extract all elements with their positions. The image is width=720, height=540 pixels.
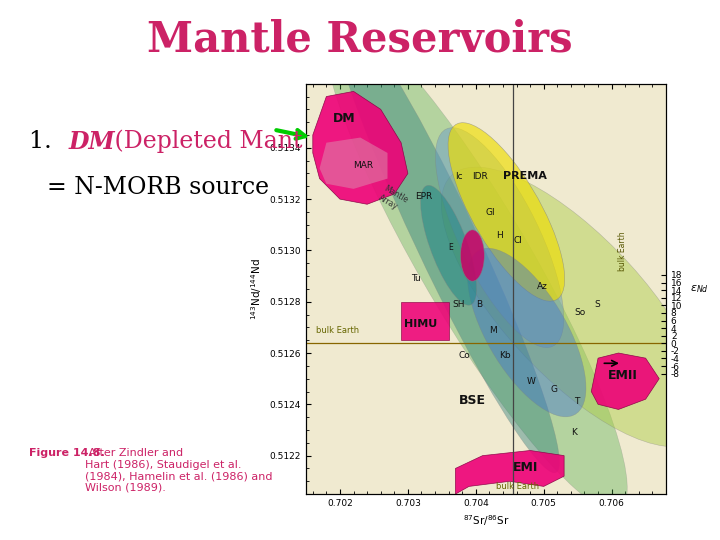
Polygon shape — [320, 138, 387, 189]
Text: K: K — [571, 428, 577, 437]
Text: bulk Earth: bulk Earth — [618, 231, 627, 271]
Text: Kb: Kb — [500, 351, 511, 360]
Text: Gl: Gl — [486, 207, 495, 217]
Y-axis label: $^{143}$Nd/$^{144}$Nd: $^{143}$Nd/$^{144}$Nd — [249, 258, 264, 320]
Text: bulk Earth: bulk Earth — [496, 482, 539, 491]
Text: Co: Co — [459, 351, 471, 360]
Text: H: H — [496, 231, 503, 240]
Ellipse shape — [325, 16, 627, 510]
Text: IDR: IDR — [472, 172, 488, 180]
Text: SH: SH — [452, 300, 464, 309]
Text: = N-MORB source: = N-MORB source — [47, 176, 269, 199]
Ellipse shape — [461, 230, 485, 281]
Text: EPR: EPR — [415, 192, 432, 201]
Text: Ic: Ic — [456, 172, 463, 180]
Text: E: E — [449, 244, 454, 252]
Text: So: So — [575, 308, 585, 316]
Text: Tu: Tu — [411, 274, 421, 283]
Text: Figure 14.8.: Figure 14.8. — [29, 448, 104, 458]
Text: Az: Az — [537, 282, 548, 291]
Text: HIMU: HIMU — [405, 319, 438, 329]
Text: MAR: MAR — [354, 161, 374, 170]
Ellipse shape — [441, 167, 707, 447]
Text: G: G — [551, 384, 557, 394]
Text: PREMA: PREMA — [503, 171, 547, 180]
X-axis label: $^{87}$Sr/$^{86}$Sr: $^{87}$Sr/$^{86}$Sr — [463, 514, 509, 528]
Polygon shape — [401, 302, 449, 340]
Text: Mantle
Array: Mantle Array — [377, 184, 410, 214]
Text: 1.: 1. — [29, 130, 59, 153]
Text: DM: DM — [68, 130, 115, 153]
Polygon shape — [456, 450, 564, 494]
Text: Mantle Reservoirs: Mantle Reservoirs — [147, 19, 573, 61]
Ellipse shape — [436, 127, 564, 348]
Text: EMII: EMII — [608, 369, 638, 382]
Text: (Depleted Mant: (Depleted Mant — [107, 130, 302, 153]
Y-axis label: $\varepsilon_{Nd}$: $\varepsilon_{Nd}$ — [690, 283, 708, 295]
Polygon shape — [591, 353, 660, 409]
Text: M: M — [490, 326, 497, 334]
Ellipse shape — [331, 3, 559, 472]
Text: W: W — [527, 377, 536, 386]
Text: T: T — [575, 397, 580, 406]
Ellipse shape — [467, 248, 586, 417]
Text: B: B — [476, 300, 482, 309]
Text: EMI: EMI — [513, 461, 539, 474]
Polygon shape — [312, 91, 408, 204]
Text: bulk Earth: bulk Earth — [316, 326, 359, 334]
Text: After Zindler and
Hart (1986), Staudigel et al.
(1984), Hamelin et al. (1986) an: After Zindler and Hart (1986), Staudigel… — [85, 448, 272, 493]
Text: S: S — [595, 300, 600, 309]
Text: BSE: BSE — [459, 394, 486, 407]
Text: CI: CI — [513, 236, 522, 245]
Ellipse shape — [420, 185, 477, 305]
Text: DM: DM — [333, 112, 356, 125]
Ellipse shape — [448, 123, 564, 301]
